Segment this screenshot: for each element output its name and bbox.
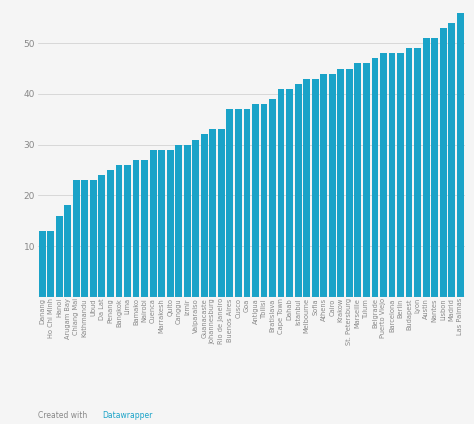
Bar [210, 129, 216, 297]
Bar [47, 231, 54, 297]
Bar [414, 48, 421, 297]
Bar [184, 145, 191, 297]
Bar [252, 104, 259, 297]
Bar [90, 180, 97, 297]
Bar [397, 53, 404, 297]
Bar [141, 160, 148, 297]
Bar [295, 84, 301, 297]
Bar [133, 160, 139, 297]
Bar [235, 109, 242, 297]
Bar [337, 69, 344, 297]
Bar [303, 79, 310, 297]
Bar [124, 165, 131, 297]
Bar [218, 129, 225, 297]
Bar [82, 180, 88, 297]
Bar [286, 89, 293, 297]
Bar [423, 38, 429, 297]
Bar [261, 104, 267, 297]
Bar [99, 175, 105, 297]
Text: Datawrapper: Datawrapper [102, 411, 152, 420]
Bar [440, 28, 447, 297]
Bar [363, 64, 370, 297]
Bar [116, 165, 122, 297]
Bar [167, 150, 173, 297]
Bar [431, 38, 438, 297]
Bar [448, 23, 455, 297]
Bar [269, 99, 276, 297]
Bar [457, 13, 464, 297]
Bar [107, 170, 114, 297]
Bar [227, 109, 233, 297]
Bar [56, 216, 63, 297]
Bar [355, 64, 361, 297]
Bar [346, 69, 353, 297]
Bar [150, 150, 156, 297]
Bar [73, 180, 80, 297]
Bar [372, 59, 378, 297]
Bar [201, 134, 208, 297]
Bar [380, 53, 387, 297]
Bar [278, 89, 284, 297]
Bar [192, 139, 199, 297]
Bar [389, 53, 395, 297]
Bar [329, 74, 336, 297]
Bar [175, 145, 182, 297]
Bar [312, 79, 319, 297]
Bar [39, 231, 46, 297]
Bar [64, 206, 71, 297]
Bar [406, 48, 412, 297]
Text: Created with: Created with [38, 411, 90, 420]
Bar [158, 150, 165, 297]
Bar [320, 74, 327, 297]
Bar [244, 109, 250, 297]
